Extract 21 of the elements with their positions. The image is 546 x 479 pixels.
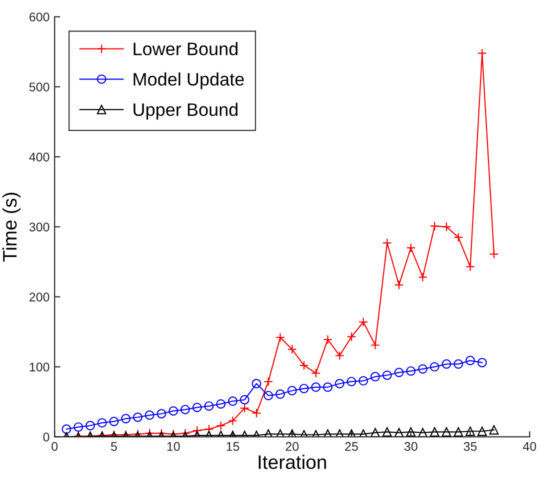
x-tick-label: 5 — [111, 442, 117, 451]
x-tick-label: 10 — [167, 442, 180, 451]
x-tick-label: 40 — [522, 442, 536, 451]
x-tick-label: 30 — [404, 442, 418, 451]
y-tick-label: 300 — [29, 222, 50, 232]
legend-label: Model Update — [134, 72, 244, 90]
y-tick-label: 500 — [29, 82, 50, 92]
x-tick-label: 35 — [464, 442, 477, 451]
y-axis-title: Time (s) — [2, 192, 21, 262]
x-tick-label: 0 — [52, 442, 58, 451]
x-tick-label: 25 — [345, 442, 358, 451]
y-tick-label: 0 — [43, 432, 50, 442]
y-tick-label: 200 — [30, 292, 50, 302]
y-tick-label: 600 — [30, 12, 50, 22]
y-tick-label: 100 — [30, 362, 50, 372]
legend-label: Upper Bound — [134, 102, 238, 120]
x-tick-label: 15 — [226, 442, 240, 451]
legend-label: Lower Bound — [134, 42, 238, 56]
x-tick-label: 20 — [286, 442, 299, 451]
y-tick-label: 400 — [29, 152, 50, 162]
x-axis-title: Iteration — [258, 454, 326, 470]
